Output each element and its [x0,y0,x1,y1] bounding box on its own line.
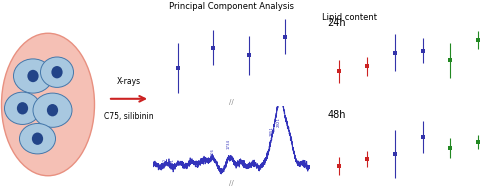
Text: 2851: 2851 [270,126,274,136]
Text: Lipid content: Lipid content [322,13,378,22]
Text: 1734: 1734 [226,139,230,149]
Ellipse shape [33,93,72,127]
Text: C75, silibinin: C75, silibinin [104,112,154,121]
Text: //: // [228,180,234,186]
Text: 3500: 3500 [163,159,167,169]
Ellipse shape [4,92,41,124]
Text: 1406: 1406 [210,149,214,158]
Ellipse shape [32,133,43,145]
Text: 48h: 48h [327,110,345,120]
Ellipse shape [40,57,74,87]
Text: 3001: 3001 [171,158,175,169]
Ellipse shape [52,66,62,78]
Text: 2921: 2921 [276,117,280,127]
Ellipse shape [17,102,28,114]
Ellipse shape [2,33,94,176]
Ellipse shape [28,70,38,82]
Text: X-rays: X-rays [117,77,141,86]
Ellipse shape [14,59,52,93]
Ellipse shape [47,104,58,116]
Text: //: // [228,99,234,104]
Title: Principal Component Analysis: Principal Component Analysis [169,2,294,11]
Ellipse shape [20,124,56,154]
Text: 24h: 24h [327,18,345,28]
